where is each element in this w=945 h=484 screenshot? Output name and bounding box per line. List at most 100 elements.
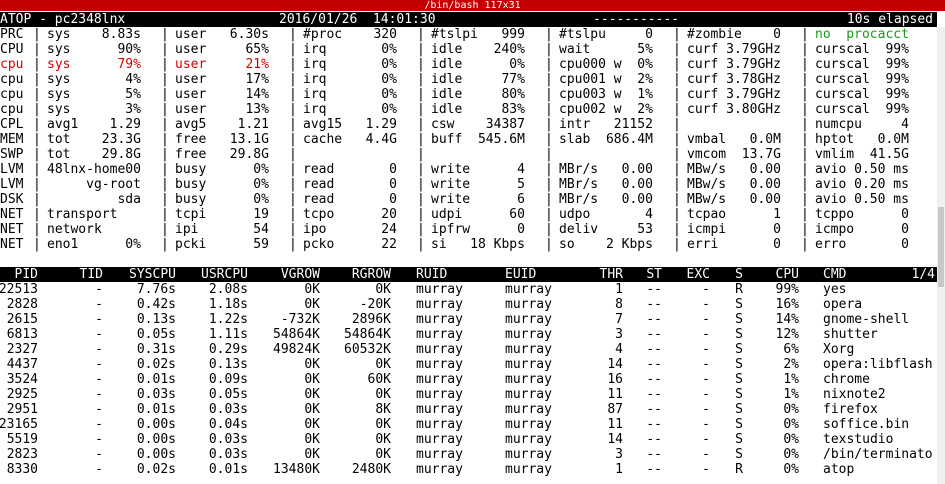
process-cell: murray bbox=[416, 417, 463, 432]
process-cell: 0.03s bbox=[208, 447, 248, 462]
process-cell: murray bbox=[416, 432, 463, 447]
process-cell: S bbox=[735, 372, 743, 387]
process-cell: 14 bbox=[607, 357, 623, 372]
process-header-cell[interactable]: CMD bbox=[823, 267, 847, 282]
process-header-cell[interactable]: RUID bbox=[416, 267, 448, 282]
stat-row: CPL | | | | | | | avg1 1.29 avg5 1.21 avg15 1.29 cs… bbox=[0, 117, 937, 132]
process-cell: - bbox=[702, 357, 710, 372]
stat-cell: tcpo 20 bbox=[303, 207, 397, 222]
process-header-cell[interactable]: SYSCPU bbox=[129, 267, 176, 282]
process-row[interactable]: 5519-0.00s 0.03s 0K 0K murray murray 14 -- - S 0% t… bbox=[0, 432, 937, 447]
process-cell: 0.42s bbox=[136, 297, 176, 312]
process-cell: 1.11s bbox=[208, 327, 248, 342]
process-header-cell[interactable]: TID bbox=[79, 267, 103, 282]
process-row[interactable]: 6813 - 0.05s 1.11s 54864K 54864K murray murray 3… bbox=[0, 327, 937, 342]
column-separator: | bbox=[673, 117, 681, 132]
column-separator: | bbox=[161, 162, 169, 177]
process-cell: Xorg bbox=[823, 342, 855, 357]
elapsed-time: 10s elapsed bbox=[846, 12, 933, 27]
process-row[interactable]: 3524-0.01s 0.09s 0K 60K murray murray 16 -- - S 1%… bbox=[0, 372, 937, 387]
scrollbar-thumb[interactable] bbox=[938, 207, 944, 287]
column-separator: | bbox=[801, 177, 809, 192]
process-header-cell[interactable]: 1/4 bbox=[911, 267, 935, 282]
stat-cell: hptot 0.0M bbox=[815, 132, 909, 147]
process-cell: - bbox=[95, 282, 103, 297]
column-separator: | bbox=[545, 102, 553, 117]
process-cell: yes bbox=[823, 282, 847, 297]
process-cell: soffice.bin bbox=[823, 417, 910, 432]
process-cell: -- bbox=[646, 312, 662, 327]
stat-cell: MBw/s 0.00 bbox=[687, 177, 781, 192]
process-header-cell[interactable]: CPU bbox=[775, 267, 799, 282]
column-separator: | bbox=[673, 192, 681, 207]
process-cell: firefox bbox=[823, 402, 878, 417]
process-cell: -- bbox=[646, 357, 662, 372]
process-cell: 0K bbox=[375, 432, 391, 447]
process-row[interactable]: 8330 - 0.02s 0.01s 13480K 2480K murray murray 1 -… bbox=[0, 462, 937, 477]
process-list[interactable]: 22513-7.76s 2.08s 0K 0K murray murray 1 -- - R 99%… bbox=[0, 282, 937, 477]
process-cell: 0.31s bbox=[136, 342, 176, 357]
process-cell: - bbox=[95, 417, 103, 432]
process-header-cell[interactable]: S bbox=[735, 267, 743, 282]
process-cell: murray bbox=[416, 297, 463, 312]
process-row[interactable]: 2823-0.00s 0.03s 0K 0K murray murray 3 -- - S 0%/b… bbox=[0, 447, 937, 462]
process-header-cell[interactable]: EXC bbox=[686, 267, 710, 282]
process-header-cell[interactable]: RGROW bbox=[351, 267, 391, 282]
stat-cell: eno1 0% bbox=[47, 237, 141, 252]
process-row[interactable]: 2951-0.01s 0.03s 0K 8K murray murray 87 -- - S 0% f… bbox=[0, 402, 937, 417]
column-separator: | bbox=[289, 102, 297, 117]
column-separator: | bbox=[33, 117, 41, 132]
stat-cell: busy 0% bbox=[175, 192, 269, 207]
process-header-cell[interactable]: USRCPU bbox=[201, 267, 248, 282]
process-row[interactable]: 2828-0.42s 1.18s 0K -20K murray murray 8 -- - S 16… bbox=[0, 297, 937, 312]
stat-row: CPU | | | | | | | sys 90% user 65% irq 0% idle 240%… bbox=[0, 42, 937, 57]
column-separator: | bbox=[673, 72, 681, 87]
stat-cell: MBw/s 0.00 bbox=[687, 162, 781, 177]
process-cell: 0K bbox=[304, 447, 320, 462]
process-row[interactable]: 2615-0.13s 1.22s -732K 2896K murray murray 7 --… bbox=[0, 312, 937, 327]
process-cell: - bbox=[95, 327, 103, 342]
stat-cell: tcpao 1 bbox=[687, 207, 781, 222]
stat-row-label: MEM bbox=[0, 132, 24, 147]
process-row[interactable]: 2327 - 0.31s 0.29s 49824K 60532K murray murray 4… bbox=[0, 342, 937, 357]
process-cell: 14% bbox=[775, 312, 799, 327]
stat-row: cpu | | | | | | | sys 5% user 14% irq 0% idle 80% cp… bbox=[0, 87, 937, 102]
column-separator: | bbox=[545, 132, 553, 147]
process-row[interactable]: 23165-0.00s 0.04s 0K 0K murray murray 11 -- - S 0%… bbox=[0, 417, 937, 432]
atop-status-bar: ATOP - pc2348lnx 2016/01/26 14:01:30 ---… bbox=[0, 12, 937, 27]
process-cell: 11 bbox=[607, 387, 623, 402]
stat-row: NET | | | | | | | network ipi 54 ipo 24 ipfrw 0 deli… bbox=[0, 222, 937, 237]
scrollbar[interactable] bbox=[937, 27, 945, 484]
process-header-cell[interactable]: EUID bbox=[505, 267, 537, 282]
process-header-cell[interactable]: ST bbox=[646, 267, 662, 282]
process-cell: 13480K bbox=[273, 462, 320, 477]
stat-cell: ipfrw 0 bbox=[431, 222, 525, 237]
process-cell: - bbox=[95, 462, 103, 477]
stat-cell: sys 4% bbox=[47, 72, 141, 87]
process-cell: 0.00s bbox=[136, 432, 176, 447]
stat-cell: idle 240% bbox=[431, 42, 525, 57]
stat-cell: user 21% bbox=[175, 57, 269, 72]
stat-row-label: cpu bbox=[0, 87, 24, 102]
stat-cell: avg1 1.29 bbox=[47, 117, 141, 132]
datetime: 2016/01/26 14:01:30 bbox=[279, 12, 436, 27]
process-row[interactable]: 2925-0.03s 0.05s 0K 0K murray murray 11 -- - S 1% n… bbox=[0, 387, 937, 402]
stat-cell: write 5 bbox=[431, 177, 525, 192]
stat-cell: tcppo 0 bbox=[815, 207, 909, 222]
column-separator: | bbox=[673, 87, 681, 102]
process-cell: - bbox=[702, 312, 710, 327]
column-separator: | bbox=[801, 162, 809, 177]
stat-cell: sys 5% bbox=[47, 87, 141, 102]
process-header-cell[interactable]: THR bbox=[599, 267, 623, 282]
process-row[interactable]: 4437-0.02s 0.13s 0K 0K murray murray 14 -- - S 2% o… bbox=[0, 357, 937, 372]
process-cell: opera:libflash bbox=[823, 357, 933, 372]
process-cell: 0.01s bbox=[136, 372, 176, 387]
process-header-cell[interactable]: VGROW bbox=[280, 267, 320, 282]
process-cell: 3524 bbox=[6, 372, 38, 387]
column-separator: | bbox=[801, 192, 809, 207]
stat-cell: curf 3.79GHz bbox=[687, 42, 781, 57]
process-row[interactable]: 22513-7.76s 2.08s 0K 0K murray murray 1 -- - R 99%… bbox=[0, 282, 937, 297]
process-header-cell[interactable]: PID bbox=[14, 267, 38, 282]
column-separator: | bbox=[801, 27, 809, 42]
process-cell: 4437 bbox=[6, 357, 38, 372]
